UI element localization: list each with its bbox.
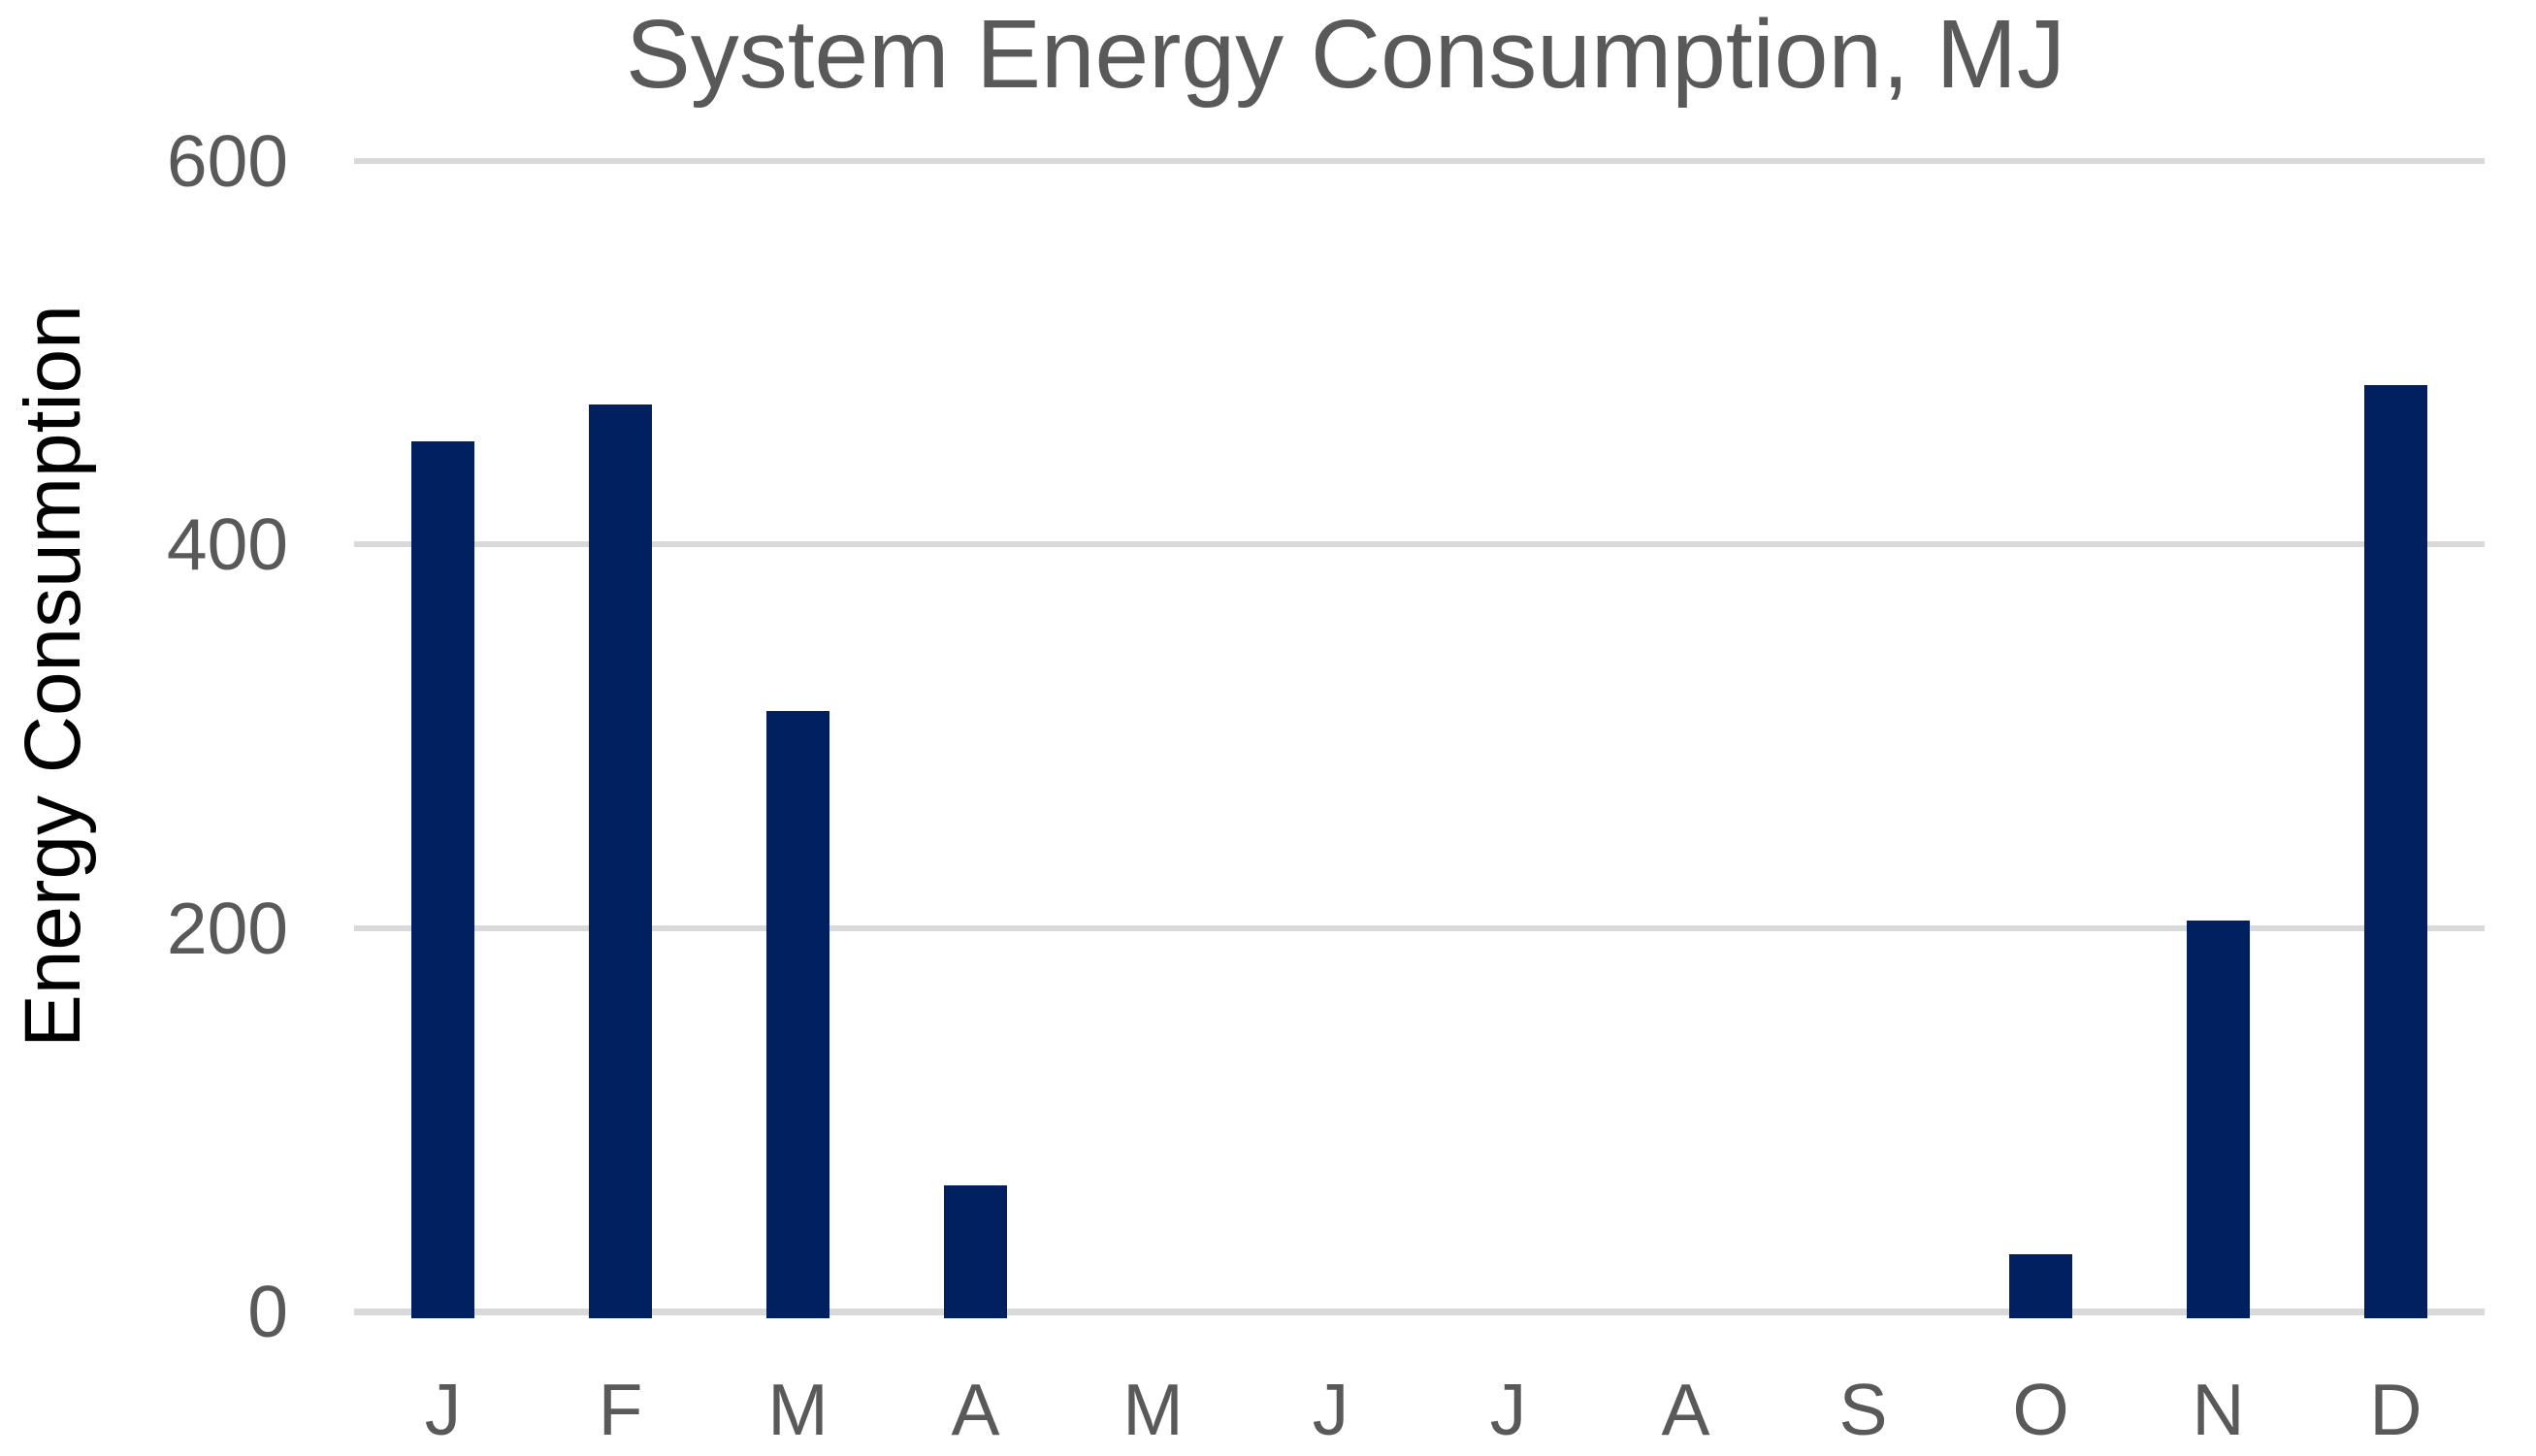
y-tick-label-200: 200 xyxy=(166,887,288,969)
gridline-200 xyxy=(354,924,2485,931)
bar-10-O xyxy=(2009,1253,2072,1318)
x-axis-line xyxy=(354,1309,2485,1315)
x-tick-label-2-F: F xyxy=(598,1369,643,1450)
gridline-600 xyxy=(354,158,2485,164)
bar-12-D xyxy=(2364,385,2427,1318)
gridline-400 xyxy=(354,541,2485,548)
bar-11-N xyxy=(2187,920,2250,1318)
x-tick-label-12-D: D xyxy=(2369,1369,2422,1450)
x-tick-label-11-N: N xyxy=(2192,1369,2245,1450)
x-tick-label-3-M: M xyxy=(767,1369,829,1450)
x-tick-label-5-M: M xyxy=(1122,1369,1184,1450)
x-tick-label-6-J: J xyxy=(1312,1369,1349,1450)
y-tick-label-0: 0 xyxy=(247,1271,288,1352)
y-tick-label-600: 600 xyxy=(166,120,288,202)
x-tick-label-1-J: J xyxy=(424,1369,462,1450)
x-tick-label-7-J: J xyxy=(1489,1369,1527,1450)
bar-1-J xyxy=(411,440,474,1318)
bar-3-M xyxy=(766,711,829,1318)
y-tick-label-400: 400 xyxy=(166,503,288,586)
x-tick-label-9-S: S xyxy=(1838,1369,1888,1450)
chart-title: System Energy Consumption, MJ xyxy=(626,0,2065,109)
x-tick-label-8-A: A xyxy=(1661,1369,1710,1450)
x-tick-label-10-O: O xyxy=(2012,1369,2069,1450)
x-tick-label-4-A: A xyxy=(951,1369,1000,1450)
bar-4-A xyxy=(944,1184,1007,1318)
bar-2-F xyxy=(589,404,652,1318)
